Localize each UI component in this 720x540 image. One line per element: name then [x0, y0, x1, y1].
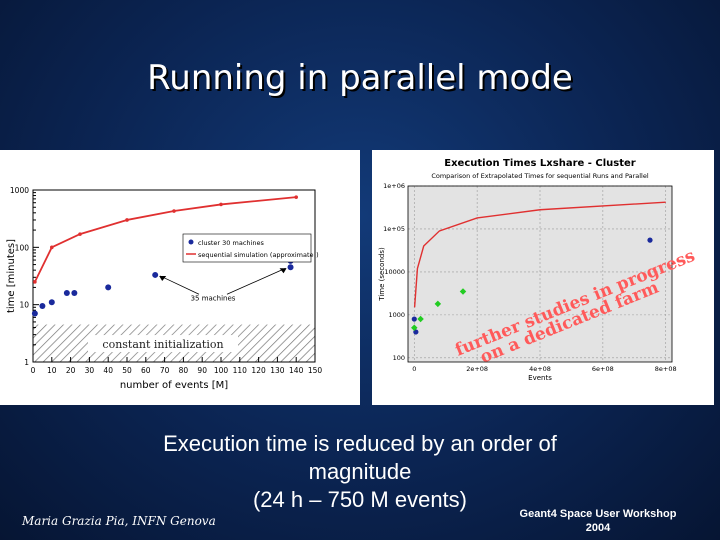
y-tick-label: 1000: [10, 186, 29, 195]
x-tick-label: 150: [308, 366, 323, 375]
init-label-bg: [88, 335, 238, 353]
y-tick-label: 10000: [384, 268, 405, 276]
caption-line-2: magnitude: [308, 459, 412, 484]
cluster-point: [287, 264, 294, 271]
cluster-point: [647, 237, 653, 243]
x-tick-label: 100: [214, 366, 229, 375]
sequential-point: [50, 245, 54, 250]
right-chart-title: Execution Times Lxshare - Cluster: [444, 158, 636, 169]
cluster-point: [152, 271, 159, 278]
footer-event: Geant4 Space User Workshop 2004: [508, 507, 688, 535]
right-plot-frame: [407, 185, 673, 363]
x-tick-label: 10: [47, 366, 57, 375]
footer-event-line-2: 2004: [585, 522, 611, 534]
y-tick-label: 100: [15, 243, 30, 252]
annotation-arrow-left: [160, 275, 200, 295]
x-tick-label: 8e+08: [655, 365, 677, 373]
x-tick-label: 120: [251, 366, 266, 375]
x-tick-label: 90: [197, 366, 207, 375]
footer-author: Maria Grazia Pia, INFN Genova: [22, 514, 216, 528]
cluster-point: [105, 284, 112, 291]
y-tick-label: 1e+05: [383, 225, 405, 233]
parallel-point: [459, 288, 467, 295]
legend-label-sequential: sequential simulation (approximate!): [198, 251, 319, 259]
x-tick-label: 80: [179, 366, 189, 375]
x-tick-label: 0: [31, 366, 36, 375]
y-axis-label: Time (seconds): [378, 247, 386, 302]
x-tick-label: 70: [160, 366, 170, 375]
caption: Execution time is reduced by an order of…: [100, 430, 620, 514]
y-tick-label: 100: [393, 354, 405, 362]
x-tick-label: 140: [289, 366, 304, 375]
y-axis-label: time [minutes]: [6, 239, 17, 313]
x-tick-label: 40: [103, 366, 113, 375]
cluster-point: [31, 310, 38, 317]
annotation-35-machines: 35 machines: [191, 294, 236, 302]
legend-marker-cluster: [188, 239, 194, 245]
y-tick-label: 1: [24, 358, 29, 367]
cluster-point: [39, 302, 46, 309]
annotation-constant-initialization: constant initialization: [102, 338, 223, 351]
x-tick-label: 0: [412, 365, 416, 373]
left-chart: constant initialization 0 10 20 30 40 50 60 70 80…: [6, 186, 323, 391]
right-chart-panel: Execution Times Lxshare - Cluster Compari…: [372, 150, 714, 405]
cluster-point: [71, 289, 78, 296]
annotation-arrow-right: [226, 267, 286, 295]
x-axis-label: number of events [M]: [120, 380, 228, 391]
legend-box: [182, 233, 312, 263]
x-tick-label: 110: [233, 366, 248, 375]
x-tick-label: 60: [141, 366, 151, 375]
sequential-point: [219, 202, 223, 207]
cluster-point: [411, 316, 417, 322]
slide-title: Running in parallel mode: [147, 58, 573, 98]
caption-line-3: (24 h – 750 M events): [252, 487, 467, 512]
right-chart: Execution Times Lxshare - Cluster Compari…: [378, 158, 677, 382]
y-tick-label: 10: [19, 301, 29, 310]
sequential-point: [294, 195, 299, 199]
series-line-sequential: [413, 201, 666, 308]
x-tick-label: 130: [270, 366, 285, 375]
left-plot-frame: [32, 189, 316, 363]
parallel-point: [417, 315, 424, 323]
x-tick-label: 2e+08: [466, 365, 488, 373]
caption-line-1: Execution time is reduced by an order of: [163, 431, 557, 456]
y-tick-label: 1000: [388, 311, 405, 319]
sequential-point: [33, 280, 37, 284]
x-tick-label: 20: [66, 366, 76, 375]
x-tick-label: 30: [85, 366, 95, 375]
sequential-point: [172, 209, 176, 213]
sequential-point: [125, 218, 129, 222]
sequential-point: [78, 232, 82, 236]
x-tick-label: 50: [122, 366, 132, 375]
arrowhead-left: [159, 275, 167, 281]
cluster-point: [63, 289, 70, 296]
left-chart-panel: constant initialization 0 10 20 30 40 50 60 70 80…: [0, 150, 360, 405]
x-axis-label: Events: [528, 374, 552, 382]
cluster-point: [48, 299, 55, 306]
right-chart-subtitle: Comparison of Extrapolated Times for seq…: [431, 172, 649, 180]
x-tick-label: 4e+08: [529, 365, 551, 373]
arrowhead-right: [279, 268, 287, 274]
x-tick-label: 6e+08: [592, 365, 614, 373]
footer-event-line-1: Geant4 Space User Workshop: [519, 508, 677, 520]
y-tick-label: 1e+06: [383, 182, 405, 190]
legend-label-cluster: cluster 30 machines: [198, 239, 264, 247]
parallel-point: [434, 300, 442, 308]
